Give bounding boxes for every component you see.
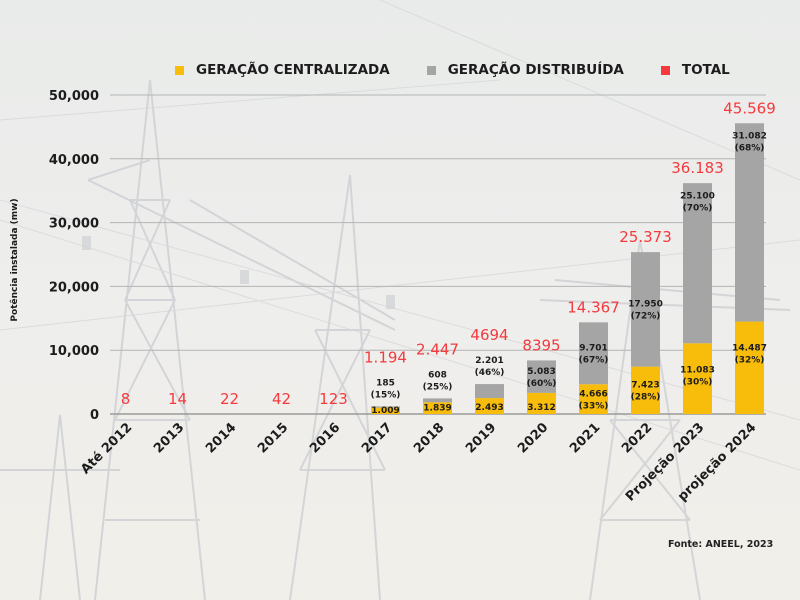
y-tick-label: 40,000	[49, 153, 99, 168]
x-tick-label: 2020	[515, 420, 551, 456]
legend-item-distributed: GERAÇÃO DISTRIBUÍDA	[426, 62, 624, 78]
data-labels: 8 14 22 42 123 185 (15%) 1.009 1.194 608 (25%) 1.83…	[121, 99, 776, 416]
y-tick-label: 0	[90, 408, 99, 423]
y-axis: 0 10,000 20,000 30,000 40,000 50,000	[49, 89, 99, 423]
bar-distributed	[527, 360, 556, 393]
label-total: 42	[272, 390, 291, 408]
bar-centralized	[371, 407, 400, 414]
x-tick-label: 2015	[255, 420, 291, 456]
bar-centralized	[423, 402, 452, 414]
bar-distributed	[735, 123, 764, 322]
label-total: 25.373	[619, 228, 672, 246]
legend-swatch-total	[660, 65, 670, 75]
x-tick-label: 2022	[619, 420, 655, 456]
bars	[371, 123, 764, 414]
x-tick-label: 2017	[359, 420, 395, 456]
label-total: 22	[220, 390, 239, 408]
label-centralized: 4.666 (33%)	[579, 389, 609, 411]
bar-distributed	[475, 384, 504, 399]
legend-label-centralized: GERAÇÃO CENTRALIZADA	[196, 62, 390, 78]
legend-label-distributed: GERAÇÃO DISTRIBUÍDA	[447, 62, 624, 78]
label-centralized: 1.009	[371, 406, 399, 416]
label-distributed: 17.950 (72%)	[628, 300, 663, 322]
legend-item-centralized: GERAÇÃO CENTRALIZADA	[175, 62, 390, 78]
label-distributed: 25.100 (70%)	[680, 191, 715, 213]
y-tick-label: 20,000	[49, 280, 99, 295]
chart-legend: GERAÇÃO CENTRALIZADA GERAÇÃO DISTRIBUÍDA…	[175, 62, 767, 78]
x-axis: Até 2012 2013 2014 2015 2016 2017 2018 2019 2020…	[78, 420, 759, 504]
bar-centralized	[631, 366, 660, 414]
bar-distributed	[579, 322, 608, 385]
bar-centralized	[579, 384, 608, 414]
label-centralized: 14.487 (32%)	[732, 344, 767, 366]
label-total: 1.194	[364, 348, 407, 366]
label-centralized: 1.839	[423, 403, 451, 413]
x-tick-label: Até 2012	[78, 420, 135, 477]
label-total: 123	[319, 390, 348, 408]
x-tick-label: 2019	[463, 420, 499, 456]
y-axis-title: Potência instalada (mw)	[9, 198, 20, 321]
x-tick-label: 2018	[411, 420, 447, 456]
label-distributed: 31.082 (68%)	[732, 131, 767, 153]
label-total: 45.569	[723, 99, 776, 117]
label-centralized: 7.423 (28%)	[631, 380, 661, 402]
bar-centralized	[475, 398, 504, 414]
label-distributed: 608 (25%)	[423, 371, 453, 393]
bar-distributed	[631, 252, 660, 367]
label-distributed: 185 (15%)	[371, 379, 401, 401]
label-distributed: 5.083 (60%)	[527, 367, 557, 389]
bar-distributed	[423, 398, 452, 403]
bar-distributed	[371, 406, 400, 408]
y-tick-label: 50,000	[49, 89, 99, 104]
bar-centralized	[735, 321, 764, 414]
x-tick-label: 2013	[151, 420, 187, 456]
source-note: Fonte: ANEEL, 2023	[668, 539, 774, 550]
legend-swatch-centralized	[175, 65, 184, 75]
bar-centralized	[527, 392, 556, 414]
legend-label-total: TOTAL	[681, 62, 730, 78]
gridlines	[110, 94, 766, 415]
label-total: 8	[121, 390, 131, 408]
x-tick-label: 2016	[307, 420, 343, 456]
label-total: 4694	[470, 326, 508, 344]
label-total: 14	[168, 390, 187, 408]
label-total: 36.183	[671, 159, 724, 177]
label-distributed: 9.701 (67%)	[579, 343, 609, 365]
y-tick-label: 10,000	[49, 344, 99, 359]
label-total: 14.367	[567, 298, 620, 316]
bar-distributed	[683, 183, 712, 344]
label-total: 8395	[522, 336, 560, 354]
y-tick-label: 30,000	[49, 217, 99, 232]
x-tick-label: 2021	[567, 420, 603, 456]
legend-swatch-distributed	[426, 65, 436, 75]
label-centralized: 11.083 (30%)	[680, 365, 715, 387]
label-centralized: 3.312	[527, 403, 555, 413]
label-distributed: 2.201 (46%)	[475, 356, 505, 378]
legend-item-total: TOTAL	[660, 62, 730, 78]
bar-centralized	[683, 343, 712, 414]
label-centralized: 2.493	[475, 403, 503, 413]
label-total: 2.447	[416, 340, 459, 358]
x-tick-label: 2014	[203, 420, 239, 456]
